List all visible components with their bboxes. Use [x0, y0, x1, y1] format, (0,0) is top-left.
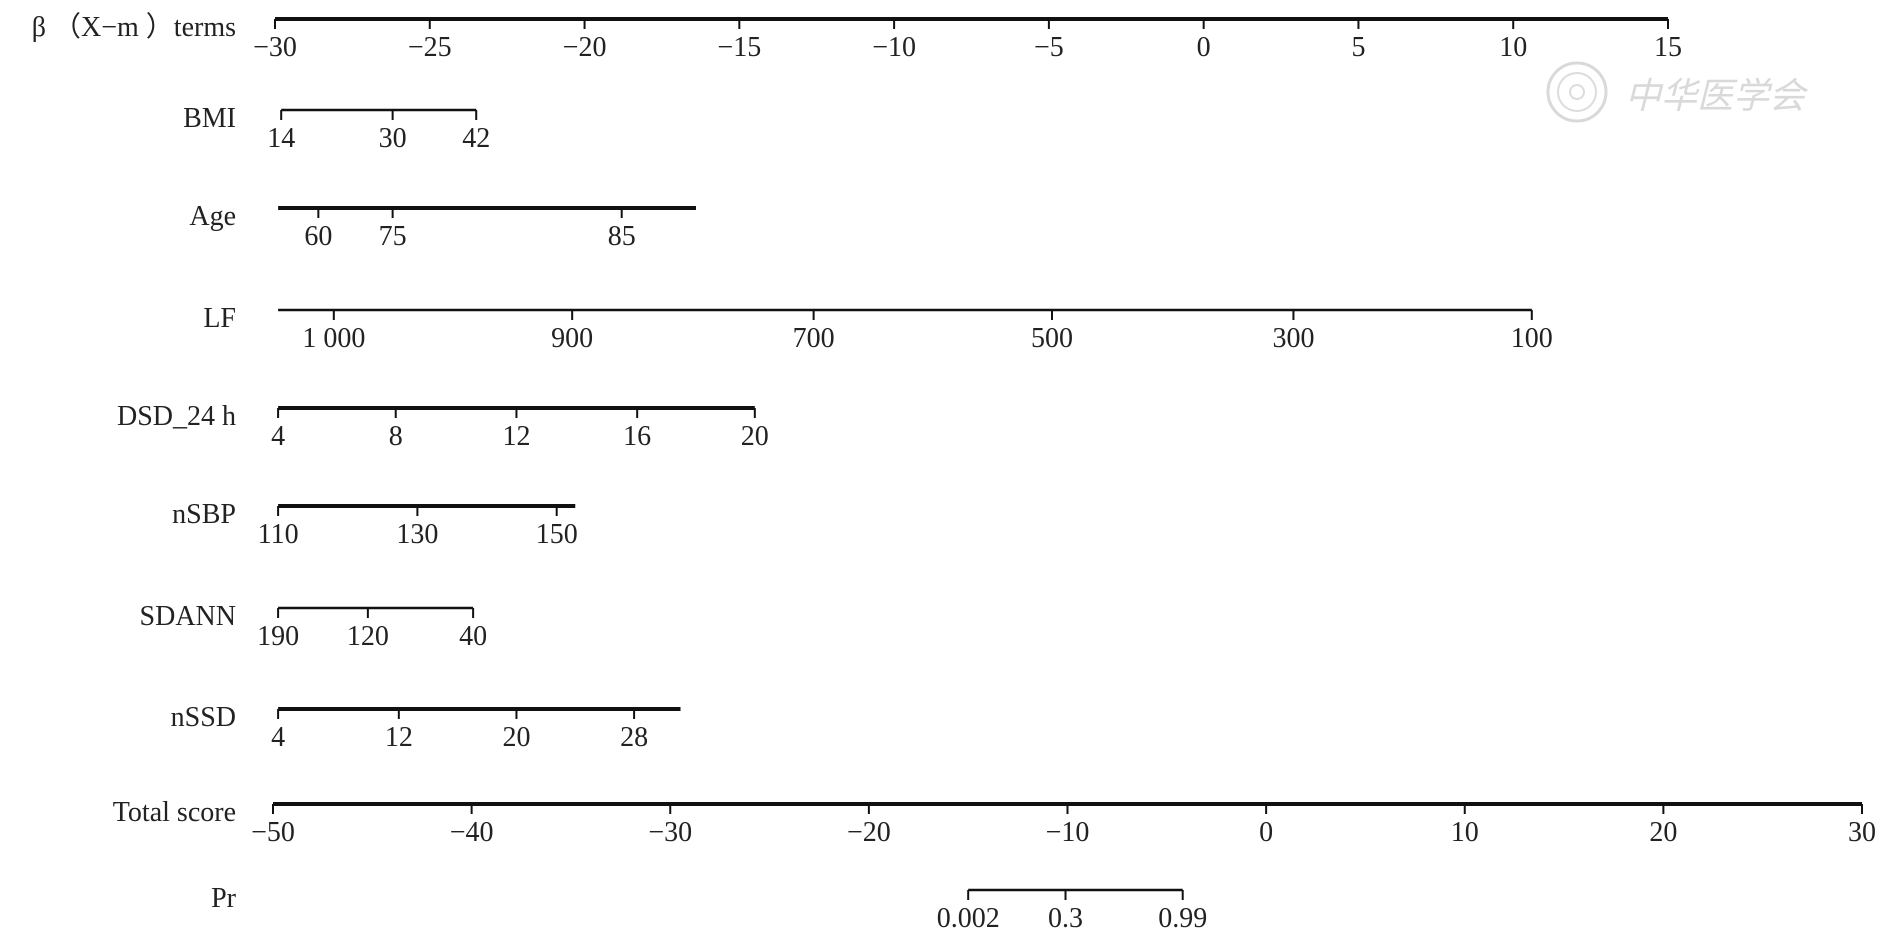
tick-label-lf-5: 100	[1511, 323, 1553, 354]
tick-label-total-1: −40	[450, 817, 494, 848]
row-label-total: Total score	[113, 797, 236, 828]
tick-label-lf-3: 500	[1031, 323, 1073, 354]
row-pr: Pr 0.002 0.3 0.99	[211, 883, 1207, 934]
tick-label-beta-4: −10	[872, 32, 916, 63]
tick-label-pr-2: 0.99	[1158, 903, 1207, 934]
row-label-lf: LF	[203, 303, 236, 334]
row-label-nsbp: nSBP	[172, 499, 236, 530]
tick-label-nssd-0: 4	[271, 722, 285, 753]
tick-label-age-1: 75	[379, 221, 407, 252]
tick-label-lf-4: 300	[1272, 323, 1314, 354]
tick-label-dsd24-1: 8	[389, 421, 403, 452]
tick-label-beta-0: −30	[253, 32, 297, 63]
tick-label-total-0: −50	[251, 817, 295, 848]
tick-label-lf-1: 900	[551, 323, 593, 354]
tick-label-total-6: 10	[1451, 817, 1479, 848]
tick-label-lf-2: 700	[793, 323, 835, 354]
watermark-text: 中华医学会	[1625, 76, 1809, 116]
tick-label-beta-2: −20	[563, 32, 607, 63]
row-label-bmi: BMI	[183, 103, 236, 134]
tick-label-beta-5: −5	[1034, 32, 1064, 63]
tick-label-dsd24-2: 12	[502, 421, 530, 452]
tick-label-beta-7: 5	[1351, 32, 1365, 63]
tick-label-pr-1: 0.3	[1048, 903, 1083, 934]
row-bmi: BMI 14 30 42	[183, 103, 490, 154]
tick-label-total-5: 0	[1259, 817, 1273, 848]
row-age: Age 60 75 85	[189, 201, 696, 252]
tick-label-total-2: −30	[648, 817, 692, 848]
tick-label-sdann-0: 190	[257, 621, 299, 652]
watermark-seal-icon	[1546, 61, 1608, 123]
row-dsd24: DSD_24 h 4 8 12 16 20	[117, 401, 769, 452]
tick-label-beta-9: 15	[1654, 32, 1682, 63]
tick-label-bmi-0: 14	[267, 123, 295, 154]
row-label-age: Age	[189, 201, 236, 232]
row-label-beta: β （X−m ）terms	[32, 11, 236, 43]
tick-label-sdann-2: 40	[459, 621, 487, 652]
tick-label-nsbp-2: 150	[536, 519, 578, 550]
tick-label-age-0: 60	[304, 221, 332, 252]
tick-label-bmi-2: 42	[462, 123, 490, 154]
row-nssd: nSSD 4 12 20 28	[171, 702, 681, 753]
tick-label-nsbp-1: 130	[396, 519, 438, 550]
tick-label-nssd-2: 20	[502, 722, 530, 753]
tick-label-beta-1: −25	[408, 32, 452, 63]
tick-label-nssd-1: 12	[385, 722, 413, 753]
tick-label-total-3: −20	[847, 817, 891, 848]
tick-label-sdann-1: 120	[347, 621, 389, 652]
tick-label-dsd24-3: 16	[623, 421, 651, 452]
row-label-sdann: SDANN	[140, 601, 236, 632]
tick-label-lf-0: 1 000	[302, 323, 365, 354]
tick-label-beta-3: −15	[717, 32, 761, 63]
tick-label-nsbp-0: 110	[258, 519, 299, 550]
watermark: 中华医学会	[1546, 61, 1809, 123]
tick-label-dsd24-0: 4	[271, 421, 285, 452]
row-nsbp: nSBP 110 130 150	[172, 499, 578, 550]
tick-label-total-7: 20	[1649, 817, 1677, 848]
row-label-dsd24: DSD_24 h	[117, 401, 236, 432]
tick-label-total-4: −10	[1046, 817, 1090, 848]
tick-label-age-2: 85	[608, 221, 636, 252]
row-label-pr: Pr	[211, 883, 237, 914]
row-lf: LF 1 000 900 700 500 300 100	[203, 303, 1552, 354]
tick-label-nssd-3: 28	[620, 722, 648, 753]
row-beta: β （X−m ）terms −30 −25 −20 −15 −10 −5 0 5 10 15	[32, 11, 1682, 63]
tick-label-beta-6: 0	[1197, 32, 1211, 63]
tick-label-dsd24-4: 20	[741, 421, 769, 452]
tick-label-beta-8: 10	[1499, 32, 1527, 63]
tick-label-pr-0: 0.002	[937, 903, 1000, 934]
tick-label-bmi-1: 30	[379, 123, 407, 154]
row-total: Total score −50 −40 −30 −20 −10 0 10 20 30	[113, 797, 1876, 848]
row-label-nssd: nSSD	[171, 702, 236, 733]
row-sdann: SDANN 190 120 40	[140, 601, 488, 652]
tick-label-total-8: 30	[1848, 817, 1876, 848]
